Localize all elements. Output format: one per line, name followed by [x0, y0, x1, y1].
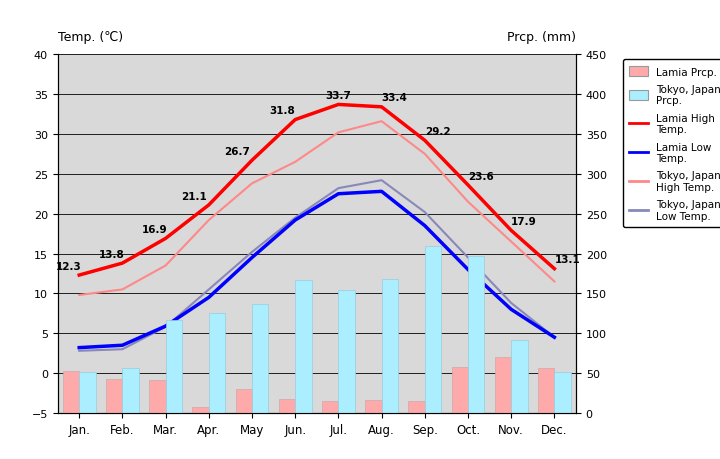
Legend: Lamia Prcp., Tokyo, Japan
Prcp., Lamia High
Temp., Lamia Low
Temp., Tokyo, Japan: Lamia Prcp., Tokyo, Japan Prcp., Lamia H… [623, 60, 720, 228]
Bar [338, 291, 355, 413]
Bar [365, 400, 382, 413]
Bar [408, 401, 425, 413]
Bar [192, 407, 209, 413]
Bar [451, 367, 468, 413]
Bar [468, 257, 485, 413]
Bar [79, 372, 96, 413]
Bar [538, 368, 554, 413]
Bar [554, 373, 571, 413]
Bar [295, 280, 312, 413]
Bar [63, 371, 79, 413]
Text: 13.8: 13.8 [99, 249, 125, 259]
Text: 21.1: 21.1 [181, 191, 207, 201]
Text: 17.9: 17.9 [511, 217, 537, 227]
Text: 12.3: 12.3 [55, 261, 81, 271]
Bar [209, 313, 225, 413]
Text: 33.7: 33.7 [325, 91, 351, 101]
Bar [382, 280, 398, 413]
Text: 16.9: 16.9 [142, 224, 168, 235]
Text: 31.8: 31.8 [269, 106, 295, 116]
Bar [495, 358, 511, 413]
Bar [279, 400, 295, 413]
Bar [252, 304, 269, 413]
Text: 23.6: 23.6 [468, 171, 494, 181]
Bar [122, 369, 139, 413]
Text: 29.2: 29.2 [425, 127, 451, 137]
Text: 13.1: 13.1 [554, 255, 580, 265]
Bar [166, 320, 182, 413]
Text: 26.7: 26.7 [224, 146, 250, 157]
Bar [235, 389, 252, 413]
Text: Prcp. (mm): Prcp. (mm) [507, 31, 576, 44]
Text: Temp. (℃): Temp. (℃) [58, 31, 122, 44]
Bar [149, 380, 166, 413]
Bar [106, 379, 122, 413]
Text: 33.4: 33.4 [382, 93, 408, 103]
Bar [322, 401, 338, 413]
Bar [511, 340, 528, 413]
Bar [425, 246, 441, 413]
